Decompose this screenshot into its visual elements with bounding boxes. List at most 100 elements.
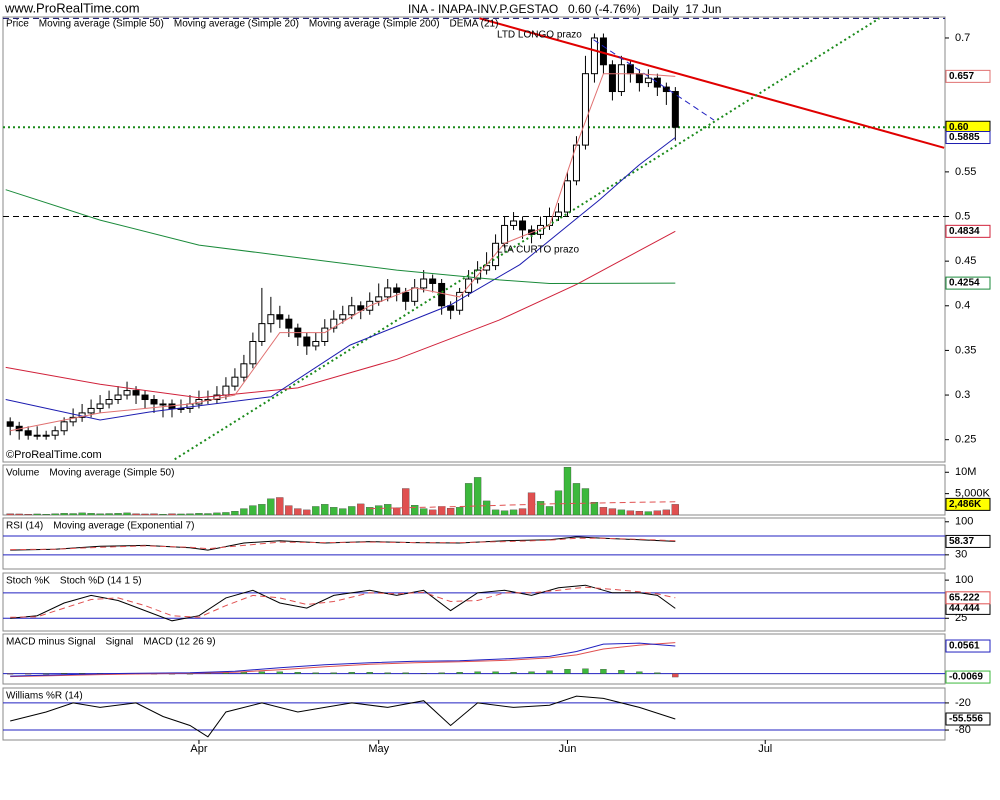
candle-body	[69, 416, 77, 423]
candle-body	[132, 390, 140, 396]
candle-body	[402, 291, 410, 302]
histogram-bar	[276, 671, 283, 674]
candle-body	[150, 399, 158, 405]
candle-body	[213, 394, 221, 401]
volume-bar	[509, 509, 518, 515]
volume-bar	[339, 508, 347, 515]
candle-body	[590, 37, 598, 75]
volume-bar	[608, 508, 617, 515]
volume-bar	[330, 507, 338, 515]
candle-body	[474, 269, 482, 280]
volume-bar	[518, 508, 527, 515]
series-line	[10, 586, 676, 618]
volume-bar	[464, 483, 473, 515]
candle-body	[159, 403, 167, 406]
candle-body	[357, 305, 365, 311]
volume-bar	[213, 512, 221, 515]
volume-bar	[455, 507, 464, 515]
volume-bar	[393, 507, 401, 515]
legend-entry: Moving average (Simple 20)	[174, 19, 299, 30]
volume-bar	[473, 477, 482, 515]
candle-body	[339, 314, 347, 320]
volume-bar	[536, 501, 545, 515]
panel-frame	[2, 687, 946, 741]
candle-body	[563, 180, 571, 213]
y-tick-label: 25	[955, 612, 967, 624]
last-value-box	[945, 639, 991, 653]
candle-body	[51, 430, 59, 436]
candle-body	[258, 323, 266, 342]
legend-entry: MACD minus Signal	[6, 637, 95, 648]
candle-body	[393, 287, 401, 293]
volume-bar	[78, 512, 86, 515]
histogram-bar	[636, 671, 643, 674]
volume-bar	[42, 513, 50, 515]
last-value-box	[945, 131, 991, 145]
volume-bar	[671, 504, 679, 515]
last-value-label: 0.657	[949, 71, 974, 82]
y-tick-label: 0.4	[955, 300, 970, 312]
volume-bar	[258, 504, 266, 515]
volume-bar	[411, 505, 419, 515]
candle-body	[87, 407, 95, 414]
histogram-bar	[60, 673, 68, 674]
candle-body	[510, 220, 518, 226]
candle-body	[24, 430, 32, 436]
last-value-box	[945, 670, 991, 684]
histogram-bar	[618, 670, 625, 674]
last-value-label: -0.0069	[949, 672, 983, 683]
histogram-bar	[474, 671, 481, 674]
volume-bar	[554, 490, 563, 515]
volume-bar	[500, 510, 509, 515]
volume-bar	[123, 512, 131, 515]
last-value-label: 0.4834	[949, 226, 980, 237]
volume-bar	[96, 513, 104, 515]
trendline	[479, 17, 945, 149]
panel-frame	[2, 517, 946, 570]
legend-entry: Moving average (Exponential 7)	[53, 521, 194, 532]
volume-bar	[294, 508, 302, 515]
last-value-label: 0.0561	[949, 641, 980, 652]
candle-body	[303, 336, 311, 347]
candle-body	[348, 305, 356, 316]
legend-entry: Signal	[105, 637, 133, 648]
histogram-bar	[240, 672, 248, 674]
histogram-bar	[42, 673, 50, 675]
volume-bar	[105, 513, 113, 515]
copyright: ©ProRealTime.com	[6, 449, 102, 461]
candle-body	[240, 363, 248, 378]
last-value-label: -55.556	[949, 714, 983, 725]
volume-bar	[60, 513, 68, 515]
volume-bar	[626, 510, 635, 515]
volume-bar	[51, 513, 59, 515]
volume-bar	[384, 504, 392, 515]
histogram-bar	[564, 669, 571, 674]
last-value-label: 58.37	[949, 536, 974, 547]
histogram-bar	[600, 669, 607, 674]
volume-bar	[204, 513, 212, 515]
candle-body	[626, 64, 634, 75]
volume-bar	[168, 513, 176, 515]
panel	[3, 584, 945, 622]
legend-entry: Stoch %K	[6, 576, 50, 587]
histogram-bar	[366, 672, 373, 674]
histogram-bar	[438, 672, 445, 674]
y-tick-label: 100	[955, 574, 973, 586]
volume-bar	[141, 513, 149, 515]
y-tick-label: 100	[955, 516, 973, 528]
volume-bar	[276, 497, 284, 515]
histogram-bar	[582, 668, 589, 674]
x-tick-label: Jul	[758, 743, 772, 755]
series-line	[10, 536, 676, 551]
volume-bar	[150, 513, 158, 515]
candle-body	[429, 278, 437, 284]
volume-bar	[348, 506, 356, 515]
candle-body	[285, 318, 293, 329]
candle-body	[312, 340, 320, 347]
y-tick-label: 0.45	[955, 255, 976, 267]
candle-body	[635, 73, 643, 84]
period: Daily 17 Jun	[652, 2, 721, 16]
volume-bar	[563, 466, 572, 515]
last-value-box	[945, 497, 991, 511]
legend-entry: Moving average (Simple 50)	[39, 19, 164, 30]
